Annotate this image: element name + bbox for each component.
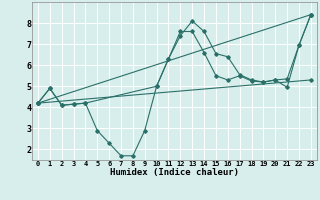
X-axis label: Humidex (Indice chaleur): Humidex (Indice chaleur) [110,168,239,177]
